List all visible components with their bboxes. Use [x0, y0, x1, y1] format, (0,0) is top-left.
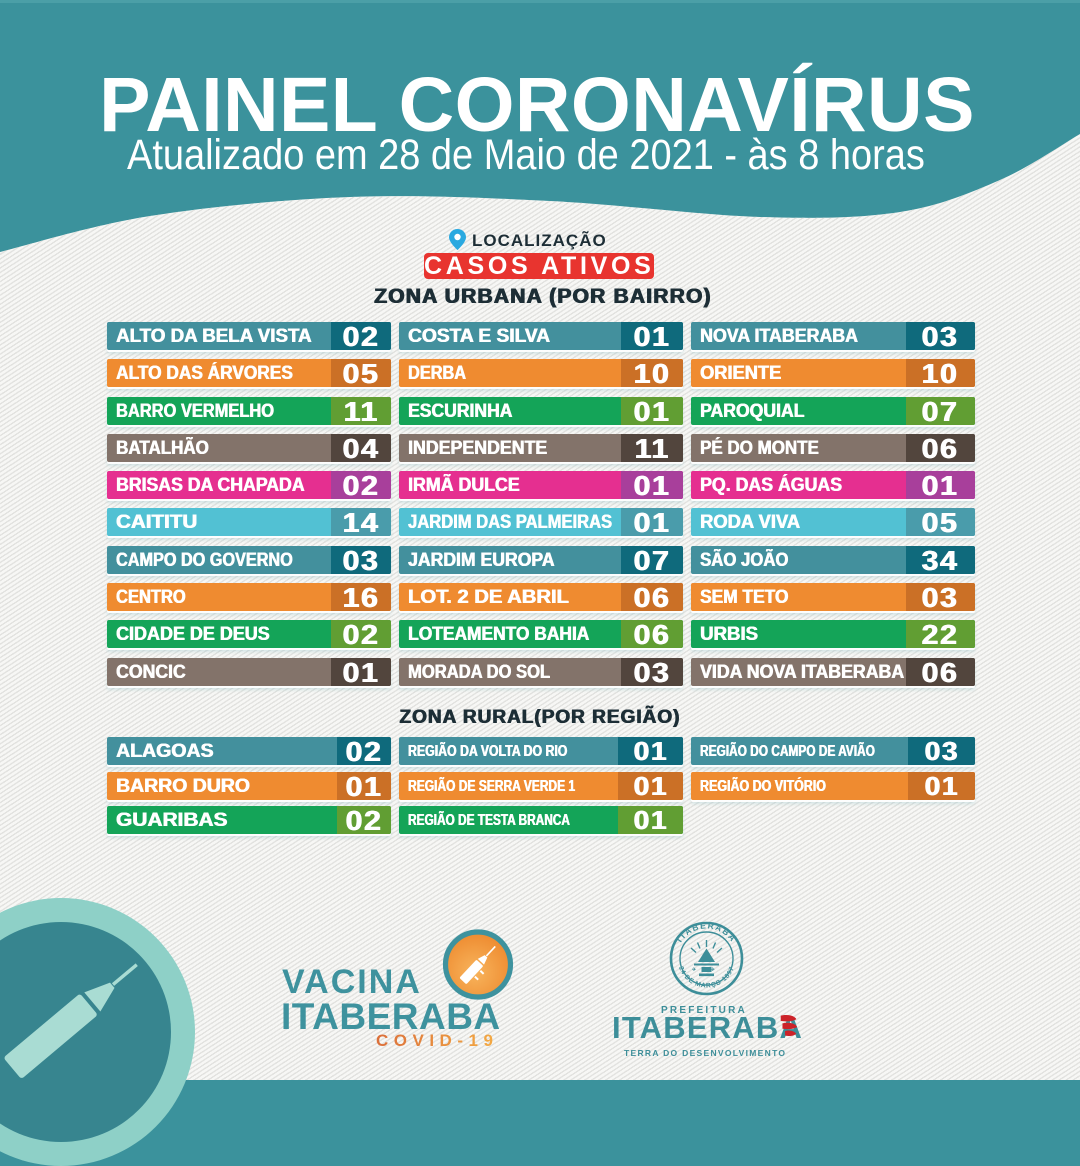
svg-text:✈: ✈: [711, 967, 716, 973]
svg-text:✈: ✈: [692, 967, 697, 973]
